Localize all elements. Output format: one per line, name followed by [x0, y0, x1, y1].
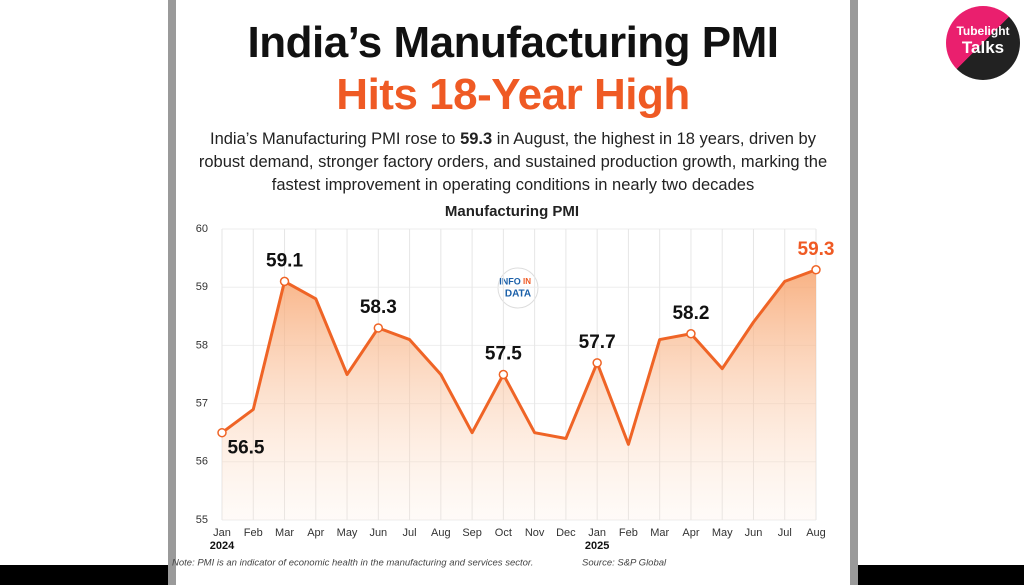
y-tick-label: 55 [196, 514, 208, 526]
value-label: 57.5 [485, 344, 522, 365]
watermark-text: INFO [499, 276, 521, 286]
y-tick-label: 57 [196, 398, 208, 410]
x-tick-label: Mar [275, 527, 294, 539]
point [373, 323, 384, 333]
brand-text: Tubelight [956, 24, 1010, 38]
x-tick-label: Aug [806, 527, 826, 539]
value-label: 56.5 [228, 438, 265, 459]
title: India’s Manufacturing PMI [247, 18, 779, 67]
value-label: 57.7 [579, 332, 616, 353]
value-label: 59.1 [266, 250, 303, 271]
point [592, 358, 602, 368]
x-tick-label: Jan [213, 527, 231, 539]
subtitle-text: in August, the highest in 18 years, driv… [198, 130, 828, 194]
point [217, 427, 227, 438]
x-tick-label: Feb [244, 527, 263, 539]
value-label: 58.3 [360, 297, 397, 318]
watermark-circle [497, 267, 539, 309]
x-tick-label: Apr [682, 527, 699, 539]
x-tick-label: Jan [588, 527, 606, 539]
x-tick-label: May [337, 527, 358, 539]
note: Note: PMI is an indicator of economic he… [172, 558, 533, 569]
x-tick-label: Apr [307, 527, 324, 539]
x-tick-label: Sep [462, 527, 482, 539]
x-tick-label: Aug [431, 527, 451, 539]
x-tick-label: Oct [495, 527, 512, 539]
watermark-text: DATA [505, 289, 531, 300]
line [221, 268, 817, 446]
point [498, 369, 509, 380]
x-tick-label: Jul [778, 527, 792, 539]
x-tick-label: Feb [619, 527, 638, 539]
year-label: 2025 [585, 540, 609, 552]
x-tick-label: Jun [745, 527, 763, 539]
x-tick-label: Nov [525, 527, 545, 539]
chart-title: Manufacturing PMI [445, 203, 579, 220]
year-label: 2024 [210, 540, 235, 552]
subtitle-text: India’s Manufacturing PMI rose to [210, 130, 461, 148]
subtitle: India’s Manufacturing PMI rose to 59.3 i… [198, 128, 828, 197]
source: Source: S&P Global [582, 558, 667, 569]
watermark-text: IN [523, 277, 531, 286]
x-tick-label: Mar [650, 527, 669, 539]
y-tick-label: 56 [196, 456, 208, 468]
brand-logo: Tubelight Talks [946, 6, 1020, 80]
y-tick-label: 58 [196, 339, 208, 351]
y-tick-label: 60 [196, 223, 208, 235]
point [686, 329, 696, 339]
point [811, 264, 821, 275]
watermark: INFO IN DATA [497, 267, 539, 309]
value-label: 59.3 [798, 239, 835, 260]
x-tick-label: Jul [403, 527, 417, 539]
title-highlight: Hits 18-Year High [336, 70, 690, 119]
x-tick-label: Jun [369, 527, 387, 539]
x-tick-label: May [712, 527, 733, 539]
y-tick-label: 59 [196, 281, 208, 293]
value-label: 58.2 [672, 303, 709, 324]
point [279, 276, 290, 287]
subtitle-bold: 59.3 [460, 130, 493, 148]
brand-text: Talks [961, 38, 1005, 57]
area [222, 269, 816, 520]
x-tick-label: Dec [556, 527, 576, 539]
